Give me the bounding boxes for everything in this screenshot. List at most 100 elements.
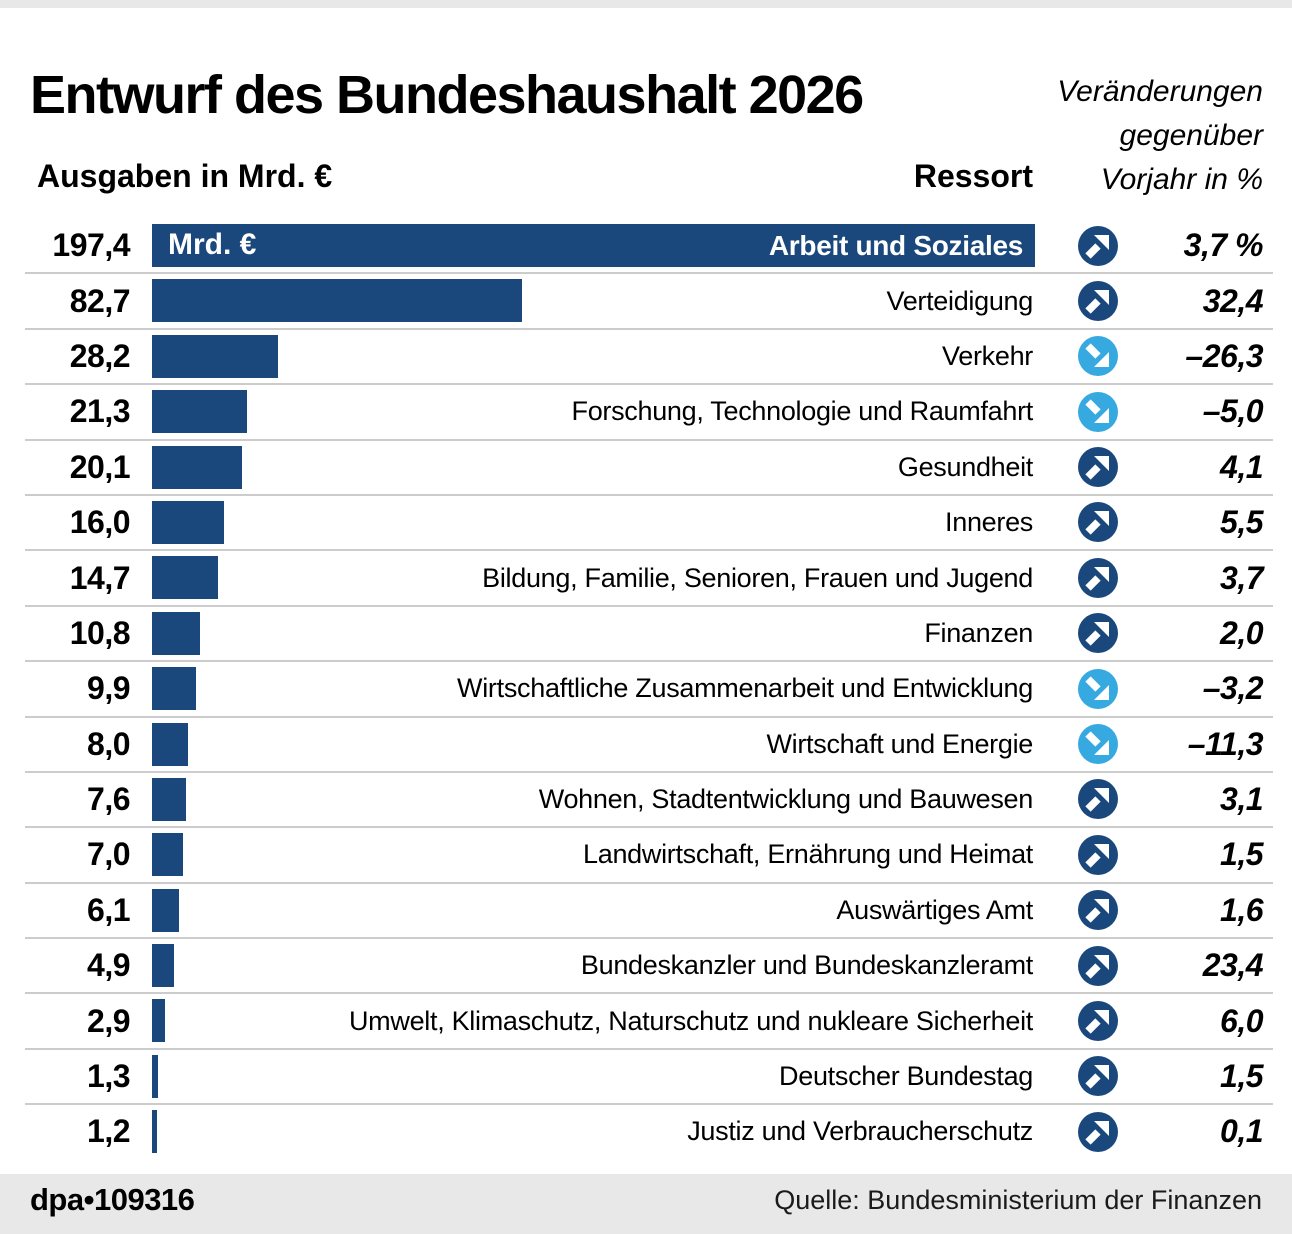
ressort-label: Justiz und Verbraucherschutz xyxy=(687,1116,1033,1147)
trend-down-icon xyxy=(1078,391,1118,432)
source-credit: Quelle: Bundesministerium der Finanzen xyxy=(774,1184,1262,1215)
budget-row: 14,7 Bildung, Familie, Senioren, Frauen … xyxy=(0,549,1292,605)
change-value: 0,1 xyxy=(1220,1113,1263,1150)
ressort-label: Inneres xyxy=(945,507,1033,538)
expense-value: 28,2 xyxy=(69,337,131,374)
change-value: –3,2 xyxy=(1202,670,1264,707)
expense-bar xyxy=(152,667,197,711)
budget-row: 6,1 Auswärtiges Amt 1,6 xyxy=(0,881,1292,938)
budget-row: 8,0 Wirtschaft und Energie –11,3 xyxy=(0,715,1292,772)
expense-value: 16,0 xyxy=(69,504,131,541)
budget-row: 4,9 Bundeskanzler und Bundeskanzleramt 2… xyxy=(0,937,1292,993)
expense-value: 8,0 xyxy=(87,725,130,762)
budget-row: 28,2 Verkehr –26,3 xyxy=(0,327,1292,384)
change-value: –11,3 xyxy=(1187,725,1264,762)
budget-row: 21,3 Forschung, Technologie und Raumfahr… xyxy=(0,383,1292,439)
expense-value: 197,4 xyxy=(52,227,130,264)
budget-row: 9,9 Wirtschaftliche Zusammenarbeit und E… xyxy=(0,660,1292,716)
ressort-label: Wirtschaftliche Zusammenarbeit und Entwi… xyxy=(457,673,1033,704)
expense-bar xyxy=(152,888,180,932)
change-value: 1,5 xyxy=(1220,1058,1263,1095)
budget-row: 7,0 Landwirtschaft, Ernährung und Heimat… xyxy=(0,826,1292,882)
trend-down-icon xyxy=(1078,336,1118,377)
column-header-ressort: Ressort xyxy=(913,158,1033,194)
budget-row: 1,3 Deutscher Bundestag 1,5 xyxy=(0,1047,1292,1104)
change-value: 6,0 xyxy=(1220,1002,1263,1039)
ressort-label: Verkehr xyxy=(942,340,1033,371)
budget-row: 82,7 Verteidigung 32,4 xyxy=(0,272,1292,328)
ressort-label: Deutscher Bundestag xyxy=(779,1061,1033,1092)
expense-bar xyxy=(152,390,248,434)
expense-value: 21,3 xyxy=(69,393,131,430)
trend-up-icon xyxy=(1078,502,1118,543)
expense-value: 14,7 xyxy=(69,559,131,596)
expense-value: 82,7 xyxy=(69,282,131,319)
budget-row: 16,0 Inneres 5,5 xyxy=(0,493,1292,550)
budget-row: 10,8 Finanzen 2,0 xyxy=(0,604,1292,661)
expense-bar xyxy=(152,999,165,1043)
change-note-line: Vorjahr in % xyxy=(1100,163,1263,196)
expense-bar xyxy=(152,445,242,489)
trend-up-icon xyxy=(1078,557,1118,598)
ressort-label: Umwelt, Klimaschutz, Naturschutz und nuk… xyxy=(348,1005,1033,1036)
expense-value: 4,9 xyxy=(87,947,130,984)
column-header-ausgaben: Ausgaben in Mrd. € xyxy=(37,158,333,194)
ressort-label: Bundeskanzler und Bundeskanzleramt xyxy=(580,950,1033,981)
expense-bar xyxy=(152,777,186,821)
change-value: –26,3 xyxy=(1185,337,1263,374)
trend-up-icon xyxy=(1078,945,1118,986)
trend-up-icon xyxy=(1078,1000,1118,1041)
expense-bar xyxy=(152,611,201,655)
change-value: 1,5 xyxy=(1220,836,1263,873)
change-value: 1,6 xyxy=(1220,891,1263,928)
page-title: Entwurf des Bundeshaushalt 2026 xyxy=(30,65,864,126)
expense-bar xyxy=(152,556,218,600)
expense-value: 7,0 xyxy=(87,836,130,873)
ressort-label: Finanzen xyxy=(924,617,1033,648)
budget-chart: 197,4 Mrd. € Arbeit und Soziales 3,7 % 8… xyxy=(0,218,1292,1160)
change-value: 5,5 xyxy=(1220,504,1263,541)
ressort-label: Forschung, Technologie und Raumfahrt xyxy=(571,396,1034,427)
trend-up-icon xyxy=(1078,1111,1118,1152)
budget-row: 20,1 Gesundheit 4,1 xyxy=(0,438,1292,495)
expense-value: 7,6 xyxy=(87,781,130,818)
ressort-label: Arbeit und Soziales xyxy=(768,229,1023,261)
ressort-label: Wohnen, Stadtentwicklung und Bauwesen xyxy=(538,784,1034,815)
expense-bar xyxy=(152,722,188,766)
expense-bar xyxy=(152,1110,158,1154)
expense-value: 6,1 xyxy=(87,891,130,928)
change-value: 32,4 xyxy=(1202,282,1264,319)
expense-bar xyxy=(152,1054,158,1098)
expense-bar xyxy=(152,944,174,988)
change-value: –5,0 xyxy=(1202,393,1264,430)
expense-bar xyxy=(152,833,184,877)
expense-bar xyxy=(152,334,279,378)
trend-up-icon xyxy=(1078,890,1118,931)
expense-value: 20,1 xyxy=(69,448,131,485)
trend-up-icon xyxy=(1078,447,1118,488)
change-value: 3,7 % xyxy=(1183,227,1264,264)
budget-row: 197,4 Mrd. € Arbeit und Soziales 3,7 % xyxy=(0,218,1292,273)
ressort-label: Landwirtschaft, Ernährung und Heimat xyxy=(583,839,1033,870)
ressort-label: Auswärtiges Amt xyxy=(836,894,1033,925)
budget-row: 7,6 Wohnen, Stadtentwicklung und Bauwese… xyxy=(0,770,1292,827)
trend-up-icon xyxy=(1078,1056,1118,1097)
ressort-label: Verteidigung xyxy=(886,285,1033,316)
expense-bar xyxy=(152,224,1035,267)
expense-value: 1,3 xyxy=(87,1058,130,1095)
expense-bar xyxy=(152,500,224,544)
footer: dpa•109316 Quelle: Bundesministerium der… xyxy=(0,1174,1292,1234)
change-value: 4,1 xyxy=(1220,448,1263,485)
ressort-label: Gesundheit xyxy=(897,451,1033,482)
budget-row: 2,9 Umwelt, Klimaschutz, Naturschutz und… xyxy=(0,992,1292,1048)
expense-value: 10,8 xyxy=(69,614,131,651)
change-value: 23,4 xyxy=(1202,947,1264,984)
dpa-credit: dpa•109316 xyxy=(30,1182,195,1217)
ressort-label: Bildung, Familie, Senioren, Frauen und J… xyxy=(482,562,1033,593)
change-value: 3,1 xyxy=(1220,781,1263,818)
trend-up-icon xyxy=(1078,779,1118,820)
change-note: Veränderungen gegenüber Vorjahr in % xyxy=(1057,70,1263,202)
trend-up-icon xyxy=(1078,834,1118,875)
trend-up-icon xyxy=(1078,225,1118,266)
expense-value: 1,2 xyxy=(87,1113,130,1150)
